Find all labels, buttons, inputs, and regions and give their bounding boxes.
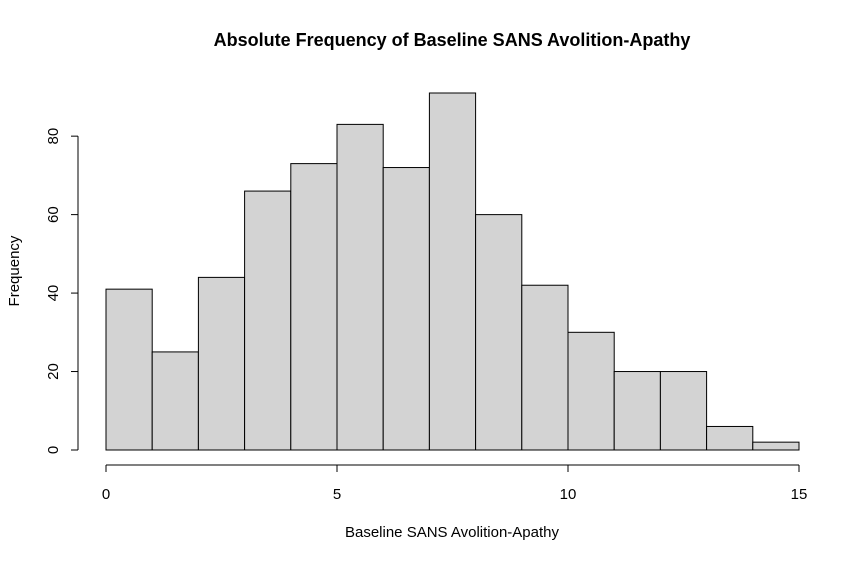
histogram-bar <box>521 284 569 451</box>
x-tick-label: 0 <box>102 486 110 503</box>
histogram-bar <box>151 351 199 451</box>
chart-title: Absolute Frequency of Baseline SANS Avol… <box>214 30 691 50</box>
x-tick-label: 5 <box>333 486 341 503</box>
histogram-bar <box>475 214 523 451</box>
y-tick-label: 60 <box>45 206 62 223</box>
y-axis-label: Frequency <box>6 235 23 306</box>
histogram-bar <box>752 441 800 451</box>
histogram-bar <box>428 92 477 451</box>
x-tick-label: 15 <box>791 486 808 503</box>
histogram-bar <box>613 371 661 451</box>
x-axis-label: Baseline SANS Avolition-Apathy <box>345 524 560 541</box>
y-tick-label: 0 <box>45 446 62 454</box>
histogram-bar <box>336 123 384 451</box>
y-tick-label: 40 <box>45 285 62 302</box>
histogram-bar <box>197 276 246 451</box>
histogram-bar <box>244 190 292 451</box>
x-axis: 0 5 10 15 <box>102 464 808 503</box>
y-axis: 0 20 40 60 80 <box>45 128 79 454</box>
histogram-bar <box>706 425 754 451</box>
histogram-bar <box>105 288 153 451</box>
histogram-bar <box>290 163 338 451</box>
x-tick-label: 10 <box>560 486 577 503</box>
y-tick-label: 20 <box>45 363 62 380</box>
y-tick-label: 80 <box>45 128 62 145</box>
histogram-bar <box>382 167 430 451</box>
histogram-bar <box>567 331 615 451</box>
bars-group <box>105 92 800 451</box>
histogram-bar <box>659 371 708 451</box>
